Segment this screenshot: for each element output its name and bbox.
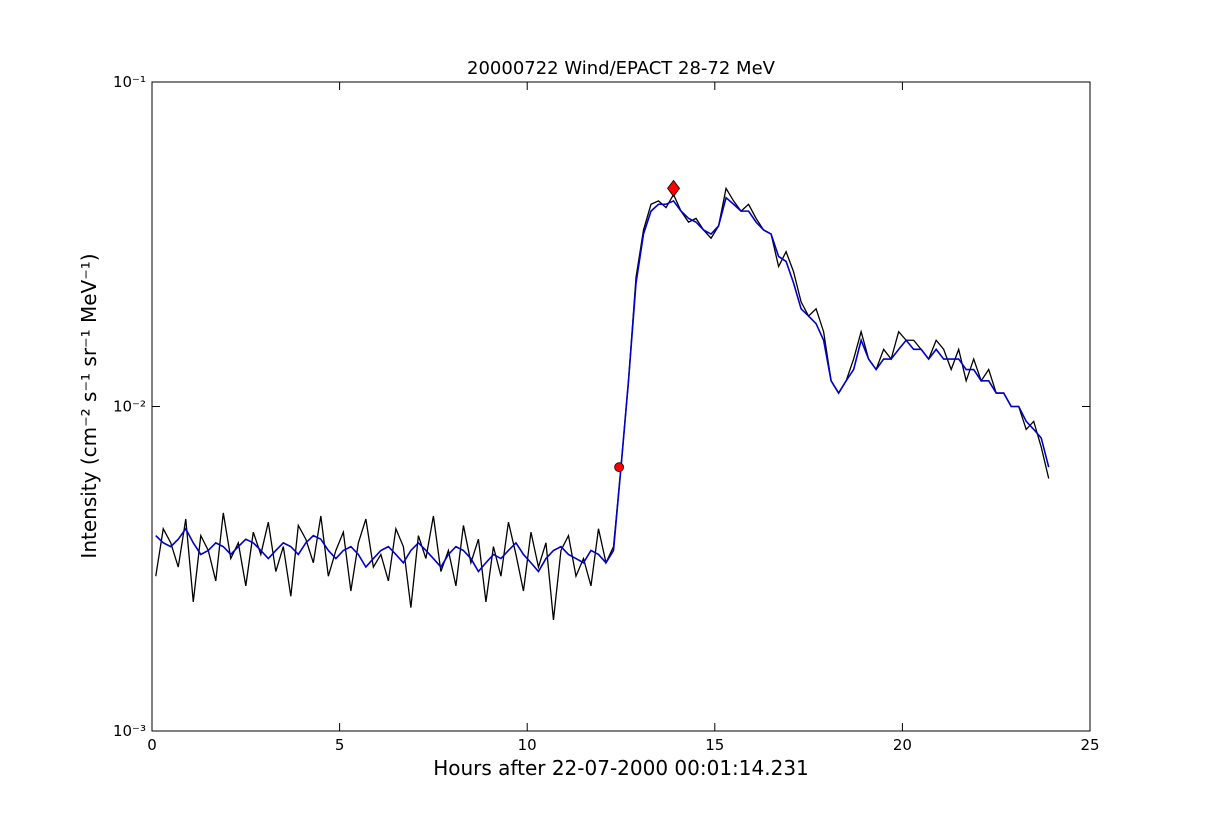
data-line: [155, 196, 1050, 573]
y-tick-label: 10⁻³: [113, 722, 146, 740]
marker: [667, 179, 681, 198]
y-axis-label: Intensity (cm⁻² s⁻¹ sr⁻¹ MeV⁻¹): [77, 253, 101, 558]
x-tick-label: 10: [518, 736, 537, 754]
x-tick-label: 0: [147, 736, 157, 754]
chart-title: 20000722 Wind/EPACT 28-72 MeV: [467, 58, 776, 79]
x-tick-label: 5: [335, 736, 345, 754]
x-tick-label: 15: [705, 736, 724, 754]
plot-frame: [151, 81, 1091, 732]
y-tick-label: 10⁻¹: [113, 73, 146, 91]
x-axis-label: Hours after 22-07-2000 00:01:14.231: [433, 756, 809, 780]
data-line: [155, 186, 1050, 620]
x-tick-label: 25: [1080, 736, 1099, 754]
marker: [614, 462, 625, 473]
y-tick-label: 10⁻²: [113, 398, 146, 416]
x-tick-label: 20: [893, 736, 912, 754]
